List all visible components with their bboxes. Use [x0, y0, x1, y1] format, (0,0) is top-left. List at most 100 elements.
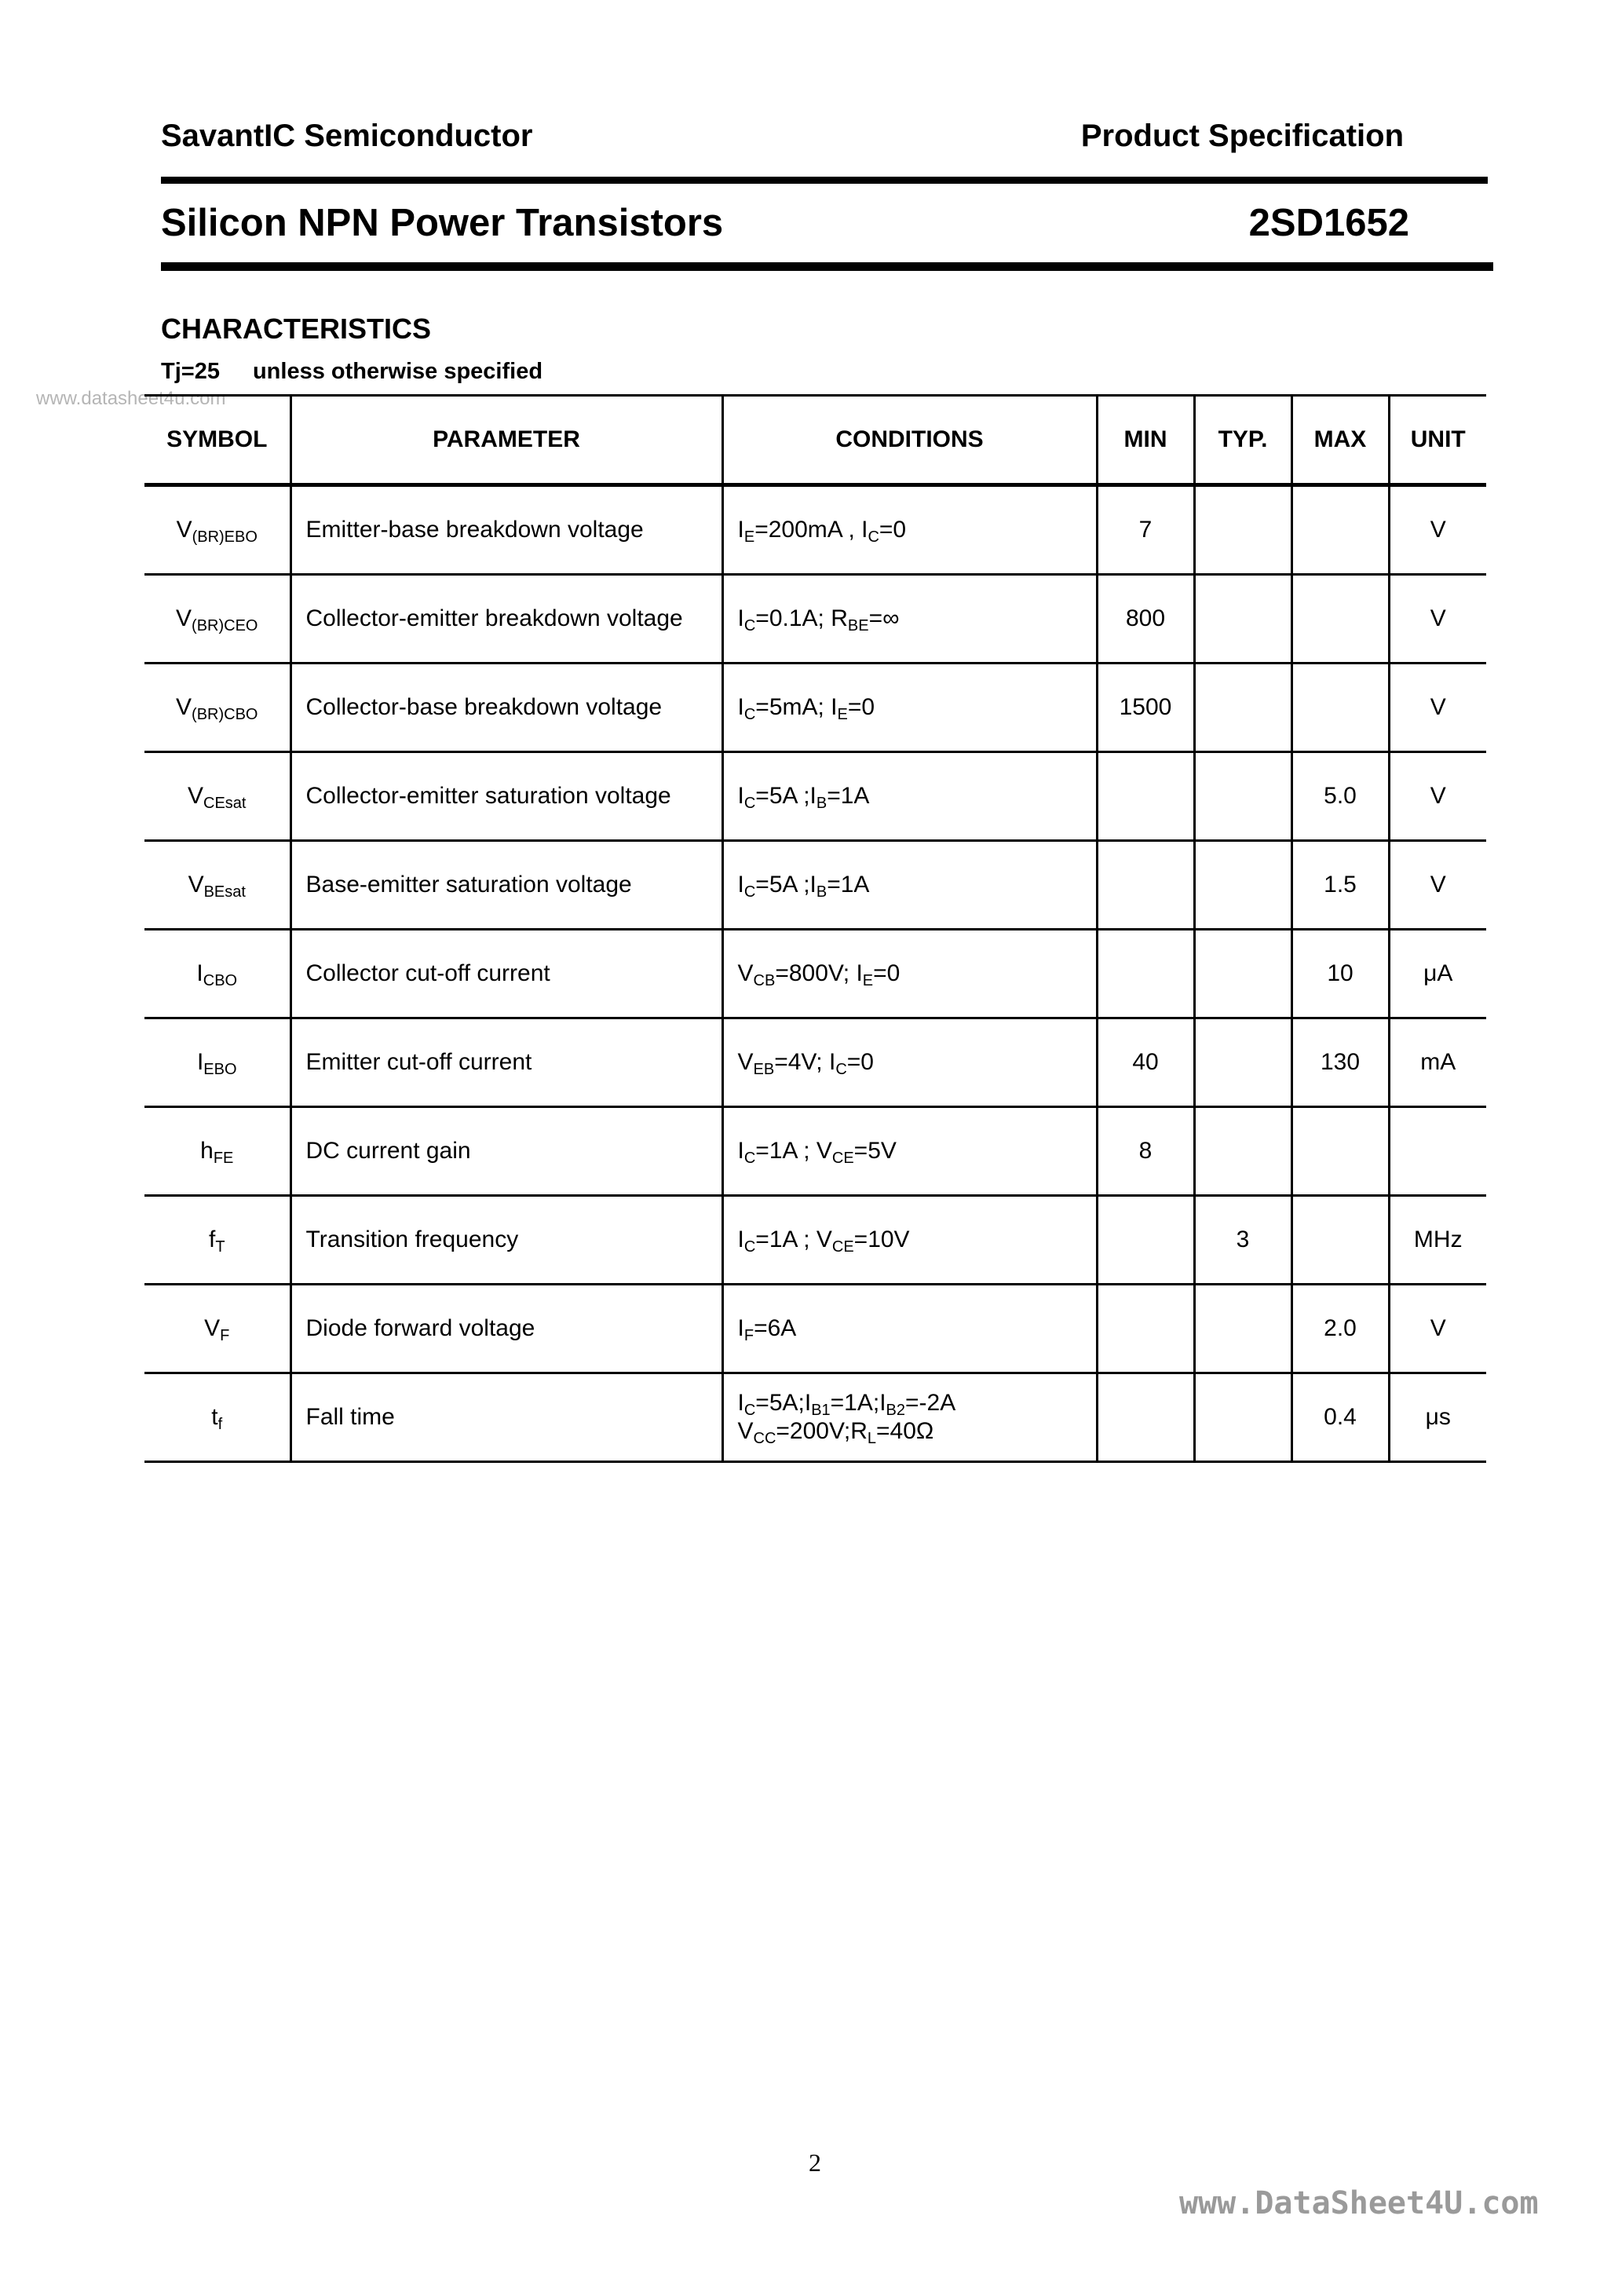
subscript: C	[743, 617, 756, 634]
watermark-bottom: www.DataSheet4U.com	[1179, 2185, 1539, 2221]
text-segment: V	[737, 1049, 754, 1075]
subscript: (BR)CEO	[192, 617, 258, 634]
cell-min	[1095, 840, 1194, 930]
cell-conditions: IC=5A ;IB=1A	[721, 840, 1097, 930]
cell-min	[1095, 1373, 1194, 1463]
cell-unit: μs	[1387, 1373, 1486, 1463]
section-title: CHARACTERISTICS	[161, 313, 432, 345]
condition-line: IC=1A ; VCE=5V	[737, 1137, 1096, 1166]
cell-conditions: IC=5A;IB1=1A;IB2=-2A VCC=200V;RL=40Ω	[721, 1373, 1097, 1463]
table-row: V(BR)EBO Emitter-base breakdown voltage IE…	[144, 484, 1486, 576]
text-segment: =1A	[827, 783, 870, 809]
text-segment: =5A;I	[755, 1390, 812, 1416]
subscript: E	[837, 706, 848, 723]
col-parameter: PARAMETER	[289, 394, 722, 487]
cell-typ	[1193, 574, 1291, 664]
cell-symbol: VF	[144, 1284, 290, 1374]
text-segment: =5A ;I	[755, 872, 816, 898]
cell-conditions: IC=0.1A; RBE=∞	[721, 574, 1097, 664]
text-segment: I	[737, 783, 744, 809]
text-segment: =5A ;I	[755, 783, 816, 809]
col-typ: TYP.	[1193, 394, 1291, 487]
cell-unit: V	[1387, 840, 1486, 930]
text-segment: =10V	[853, 1227, 910, 1252]
text-segment: h	[200, 1138, 214, 1164]
subscript: F	[220, 1327, 230, 1344]
text-segment: =0.1A; R	[755, 605, 848, 631]
cell-symbol: V(BR)CBO	[144, 663, 290, 753]
header-rule-top	[161, 177, 1488, 184]
text-segment: =-2A	[905, 1390, 956, 1416]
text-segment: I	[737, 1138, 744, 1164]
text-segment: =800V; I	[775, 960, 863, 986]
col-min: MIN	[1095, 394, 1194, 487]
cell-parameter: Emitter-base breakdown voltage	[289, 484, 722, 576]
subscript: C	[743, 883, 756, 901]
cell-conditions: VCB=800V; IE=0	[721, 929, 1097, 1019]
cell-parameter: DC current gain	[289, 1106, 722, 1197]
text-segment: V	[176, 517, 192, 543]
cell-conditions: IC=5A ;IB=1A	[721, 751, 1097, 842]
cell-unit: V	[1387, 1284, 1486, 1374]
text-segment: I	[737, 1390, 744, 1416]
text-segment: I	[737, 694, 744, 720]
subscript: L	[867, 1430, 877, 1447]
cell-symbol: hFE	[144, 1106, 290, 1197]
condition-line: IC=1A ; VCE=10V	[738, 1226, 1096, 1256]
condition-line: IE=200mA , IC=0	[738, 516, 1096, 546]
cell-conditions: IE=200mA , IC=0	[721, 484, 1097, 576]
header-rule-bottom	[161, 262, 1493, 271]
cell-symbol: V(BR)CEO	[144, 574, 290, 664]
col-unit: UNIT	[1387, 394, 1486, 487]
subscript: F	[743, 1327, 754, 1344]
subscript: CBO	[203, 972, 238, 989]
table-row: V(BR)CBO Collector-base breakdown voltage…	[144, 663, 1486, 753]
text-segment: =0	[846, 1049, 874, 1075]
col-symbol: SYMBOL	[144, 394, 290, 487]
subscript: FE	[213, 1150, 234, 1167]
cell-unit: MHz	[1387, 1195, 1486, 1285]
text-segment: =0	[847, 694, 875, 720]
condition-line: VEB=4V; IC=0	[738, 1048, 1096, 1077]
text-segment: I	[196, 960, 203, 986]
cell-parameter: Base-emitter saturation voltage	[289, 840, 722, 930]
subscript: B2	[886, 1402, 906, 1419]
condition-line: IC=5A;IB1=1A;IB2=-2A	[737, 1389, 1096, 1419]
text-segment: V	[188, 872, 204, 898]
text-segment: I	[196, 1049, 204, 1075]
cell-max	[1290, 1106, 1389, 1197]
text-segment: I	[737, 872, 744, 898]
cell-unit: V	[1387, 484, 1486, 576]
text-segment: V	[188, 783, 204, 809]
cell-max: 5.0	[1290, 751, 1389, 842]
part-number: 2SD1652	[1248, 202, 1409, 244]
cell-unit: V	[1387, 574, 1486, 664]
subscript: CE	[831, 1238, 854, 1256]
text-segment: =1A ; V	[755, 1227, 832, 1252]
text-segment: f	[208, 1227, 216, 1252]
cell-typ	[1193, 929, 1291, 1019]
text-segment: =200V;R	[776, 1418, 868, 1444]
text-segment: =4V; I	[774, 1049, 836, 1075]
condition-line: IF=6A	[738, 1314, 1096, 1344]
text-segment: =5V	[853, 1138, 897, 1164]
characteristics-table: SYMBOL PARAMETER CONDITIONS MIN TYP. MAX…	[144, 394, 1486, 1463]
subscript: EBO	[203, 1061, 237, 1078]
text-segment: I	[737, 605, 744, 631]
cell-min: 1500	[1095, 663, 1194, 753]
text-segment: =0	[873, 960, 901, 986]
text-segment: =1A ; V	[755, 1138, 832, 1164]
cell-typ	[1193, 840, 1291, 930]
subscript: E	[743, 528, 755, 546]
cell-max: 10	[1290, 929, 1389, 1019]
cell-typ	[1193, 751, 1291, 842]
subscript: EB	[753, 1061, 775, 1078]
text-segment: V	[204, 1315, 221, 1341]
cell-max	[1290, 574, 1389, 664]
subscript: B	[816, 795, 827, 812]
document-type: Product Specification	[1080, 119, 1404, 153]
text-segment: =1A	[827, 872, 870, 898]
text-segment: V	[176, 605, 192, 631]
subscript: BEsat	[203, 883, 246, 901]
condition-line: VCC=200V;RL=40Ω	[738, 1417, 1096, 1446]
